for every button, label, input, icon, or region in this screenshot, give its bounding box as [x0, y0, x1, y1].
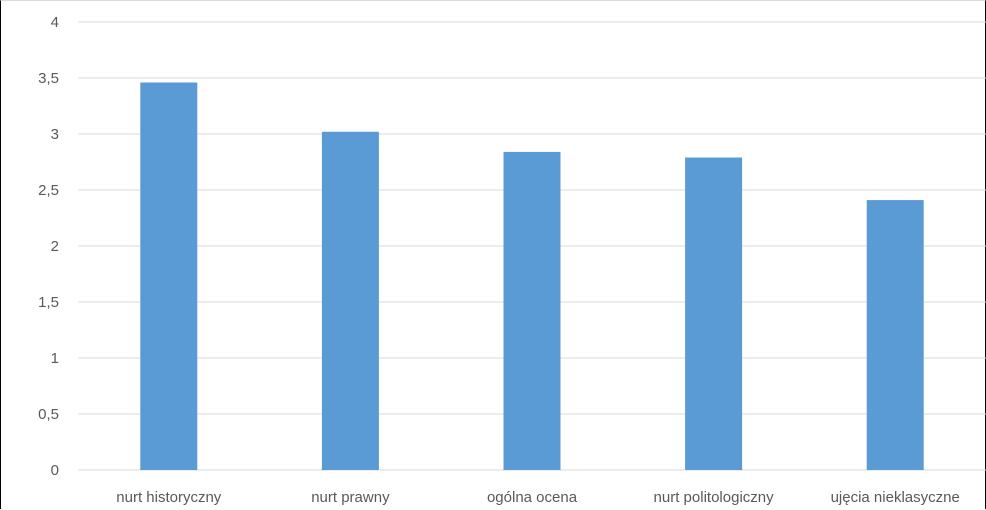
bar — [503, 151, 561, 471]
x-category-label: ogólna ocena — [487, 489, 578, 506]
y-tick-label: 1 — [51, 350, 59, 367]
y-axis-ticks: 0 0,5 1 1,5 2 2,5 3 3,5 4 — [38, 14, 59, 479]
y-tick-label: 0 — [51, 462, 59, 479]
y-tick-label: 4 — [51, 14, 59, 31]
x-category-label: nurt historyczny — [116, 489, 222, 506]
y-tick-label: 1,5 — [38, 294, 59, 311]
bar — [321, 131, 379, 470]
x-category-label: nurt prawny — [311, 489, 390, 506]
bars — [140, 82, 924, 471]
y-tick-label: 2,5 — [38, 182, 59, 199]
bar — [685, 157, 743, 470]
y-tick-label: 3,5 — [38, 70, 59, 87]
y-tick-label: 2 — [51, 238, 59, 255]
y-tick-label: 0,5 — [38, 406, 59, 423]
x-category-label: ujęcia nieklasyczne — [831, 489, 960, 506]
bar — [866, 200, 924, 470]
bar — [140, 82, 198, 470]
x-axis-labels: nurt historyczny nurt prawny ogólna ocena n… — [116, 489, 960, 506]
y-tick-label: 3 — [51, 126, 59, 143]
x-category-label: nurt politologiczny — [654, 489, 775, 506]
